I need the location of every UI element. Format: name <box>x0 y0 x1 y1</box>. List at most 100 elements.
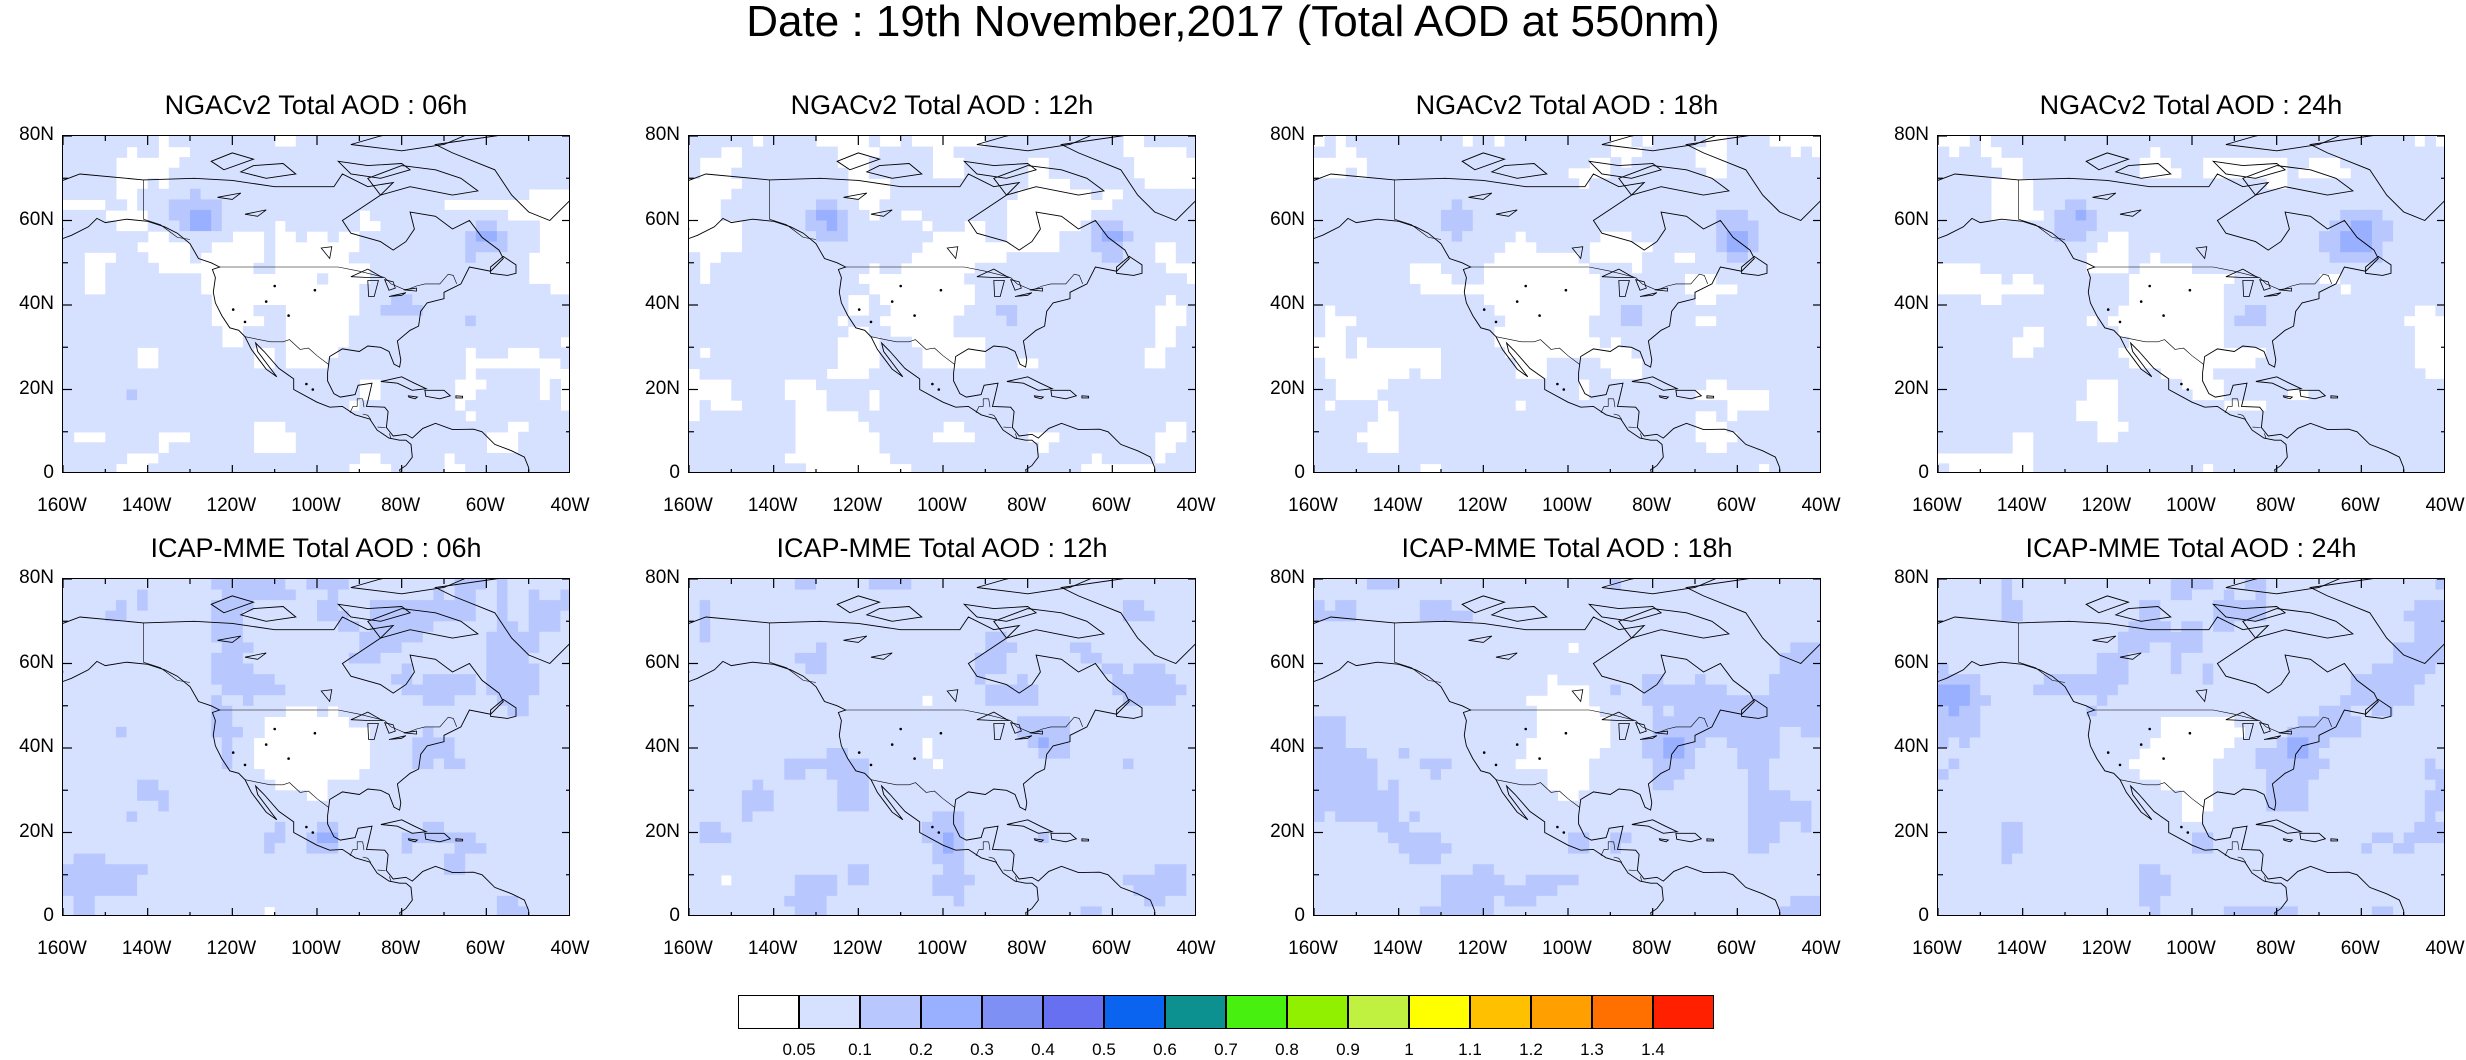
small-lake-dot <box>1563 388 1566 391</box>
lon-tick-label: 60W <box>2330 495 2390 517</box>
lat-tick-label: 0 <box>1877 462 1929 484</box>
lon-tick-label: 40W <box>540 495 600 517</box>
lat-tick-label: 60N <box>2 209 54 231</box>
lon-tick-label: 80W <box>997 938 1057 960</box>
colorbar-label: 1.4 <box>1641 1040 1665 1060</box>
panel-title: NGACv2 Total AOD : 18h <box>1253 90 1881 121</box>
panel-title: ICAP-MME Total AOD : 24h <box>1877 533 2466 564</box>
lon-tick-label: 100W <box>286 938 346 960</box>
colorbar-swatch <box>738 995 799 1029</box>
colorbar-label: 0.2 <box>909 1040 933 1060</box>
map-panel <box>1937 135 2445 473</box>
lon-tick-label: 120W <box>827 495 887 517</box>
island-outline <box>456 396 463 398</box>
lon-tick-label: 60W <box>1081 938 1141 960</box>
small-lake-dot <box>305 826 308 829</box>
lon-tick-label: 140W <box>743 495 803 517</box>
panel-title: ICAP-MME Total AOD : 12h <box>628 533 1256 564</box>
lat-tick-label: 0 <box>1253 905 1305 927</box>
small-lake-dot <box>2187 831 2190 834</box>
colorbar-label: 0.05 <box>782 1040 815 1060</box>
lat-tick-label: 60N <box>628 652 680 674</box>
lat-tick-label: 20N <box>1253 821 1305 843</box>
small-lake-dot <box>1538 757 1541 760</box>
small-lake-dot <box>273 728 276 731</box>
lon-tick-label: 140W <box>1368 495 1428 517</box>
lat-tick-label: 20N <box>1877 821 1929 843</box>
lat-tick-label: 40N <box>628 736 680 758</box>
lat-tick-label: 60N <box>628 209 680 231</box>
lat-tick-label: 80N <box>628 567 680 589</box>
lat-tick-label: 80N <box>1253 124 1305 146</box>
lon-tick-label: 60W <box>1706 495 1766 517</box>
colorbar-swatch <box>1165 995 1226 1029</box>
small-lake-dot <box>232 751 235 754</box>
lon-tick-label: 60W <box>1706 938 1766 960</box>
aod-map <box>689 136 1196 473</box>
small-lake-dot <box>2189 732 2192 735</box>
colorbar-swatch <box>1348 995 1409 1029</box>
lon-tick-label: 80W <box>2246 495 2306 517</box>
small-lake-dot <box>913 757 916 760</box>
colorbar-label: 1.3 <box>1580 1040 1604 1060</box>
small-lake-dot <box>2107 751 2110 754</box>
small-lake-dot <box>1565 289 1568 292</box>
lon-tick-label: 160W <box>658 938 718 960</box>
lat-tick-label: 20N <box>628 821 680 843</box>
lat-tick-label: 20N <box>1877 378 1929 400</box>
small-lake-dot <box>1563 831 1566 834</box>
lat-tick-label: 20N <box>1253 378 1305 400</box>
small-lake-dot <box>312 388 315 391</box>
colorbar-label: 0.9 <box>1336 1040 1360 1060</box>
small-lake-dot <box>287 757 290 760</box>
small-lake-dot <box>312 831 315 834</box>
lat-tick-label: 80N <box>2 567 54 589</box>
small-lake-dot <box>232 308 235 311</box>
small-lake-dot <box>1495 321 1498 324</box>
small-lake-dot <box>931 383 934 386</box>
lat-tick-label: 60N <box>1877 652 1929 674</box>
small-lake-dot <box>1565 732 1568 735</box>
lon-tick-label: 100W <box>912 938 972 960</box>
lon-tick-label: 100W <box>286 495 346 517</box>
small-lake-dot <box>2162 757 2165 760</box>
aod-map <box>1938 136 2445 473</box>
colorbar-swatch <box>1653 995 1714 1029</box>
small-lake-dot <box>244 764 247 767</box>
lon-tick-label: 120W <box>2076 495 2136 517</box>
small-lake-dot <box>2148 285 2151 288</box>
aod-map <box>1314 136 1821 473</box>
lat-tick-label: 20N <box>2 821 54 843</box>
lon-tick-label: 100W <box>1537 938 1597 960</box>
lon-tick-label: 160W <box>1283 938 1343 960</box>
lon-tick-label: 60W <box>455 495 515 517</box>
lat-tick-label: 80N <box>628 124 680 146</box>
lon-tick-label: 160W <box>32 495 92 517</box>
map-panel <box>688 135 1196 473</box>
small-lake-dot <box>870 321 873 324</box>
lon-tick-label: 120W <box>201 495 261 517</box>
island-outline <box>1707 396 1714 398</box>
colorbar-swatch <box>1287 995 1348 1029</box>
lon-tick-label: 140W <box>1992 495 2052 517</box>
colorbar-label: 0.8 <box>1275 1040 1299 1060</box>
map-panel <box>62 578 570 916</box>
colorbar-swatch <box>860 995 921 1029</box>
lon-tick-label: 80W <box>371 938 431 960</box>
lat-tick-label: 80N <box>1877 567 1929 589</box>
panel-title: NGACv2 Total AOD : 12h <box>628 90 1256 121</box>
small-lake-dot <box>1538 314 1541 317</box>
lat-tick-label: 40N <box>2 293 54 315</box>
lon-tick-label: 140W <box>117 495 177 517</box>
small-lake-dot <box>940 732 943 735</box>
lon-tick-label: 160W <box>1907 495 1967 517</box>
lon-tick-label: 120W <box>201 938 261 960</box>
colorbar-label: 1.2 <box>1519 1040 1543 1060</box>
map-panel <box>688 578 1196 916</box>
colorbar-swatch <box>921 995 982 1029</box>
aod-map <box>63 579 570 916</box>
lon-tick-label: 100W <box>2161 938 2221 960</box>
colorbar-swatch <box>1043 995 1104 1029</box>
lon-tick-label: 40W <box>1166 938 1226 960</box>
